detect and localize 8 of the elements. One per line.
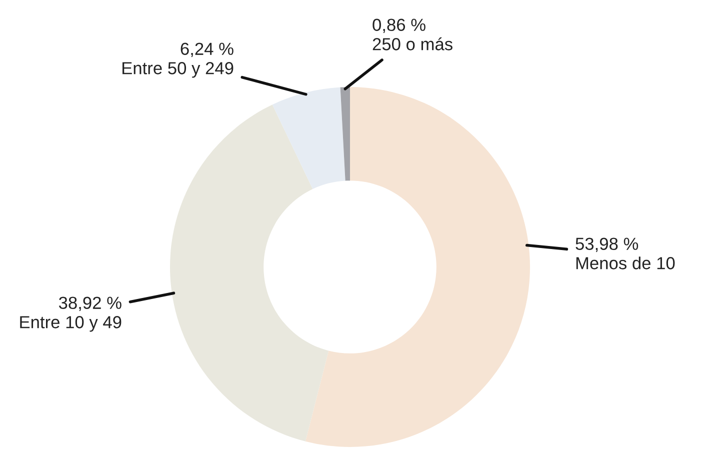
data-label: 38,92 %	[58, 296, 122, 312]
data-label: 53,98 %	[576, 238, 638, 252]
slice-label: 250 o más	[372, 37, 452, 50]
data-label: 0,86 %	[372, 18, 426, 34]
data-label: 6,24 %	[180, 42, 234, 58]
slice-label: Menos de 10	[576, 256, 675, 270]
slice-label: Entre 50 y 249	[122, 62, 234, 78]
slice-label: Entre 10 y 49	[20, 316, 122, 332]
